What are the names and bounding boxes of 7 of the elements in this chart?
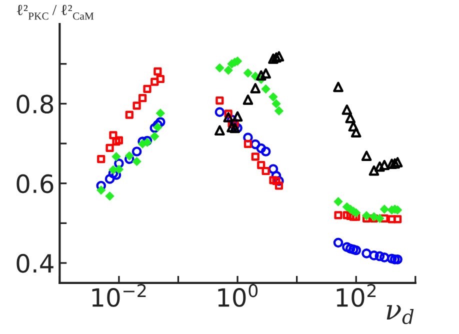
x-tick-label: 10$^{0}$ <box>218 284 258 307</box>
x-tick-label: 10$^{2}$ <box>336 284 376 307</box>
x-axis-title: ν$_{d}$ <box>386 305 414 324</box>
y-tick-label: 0.8 <box>16 94 54 114</box>
y-tick-label: 0.6 <box>16 174 54 194</box>
y-tick-label: 0.4 <box>16 254 54 273</box>
x-tick-label: 10$^{−2}$ <box>92 284 146 307</box>
